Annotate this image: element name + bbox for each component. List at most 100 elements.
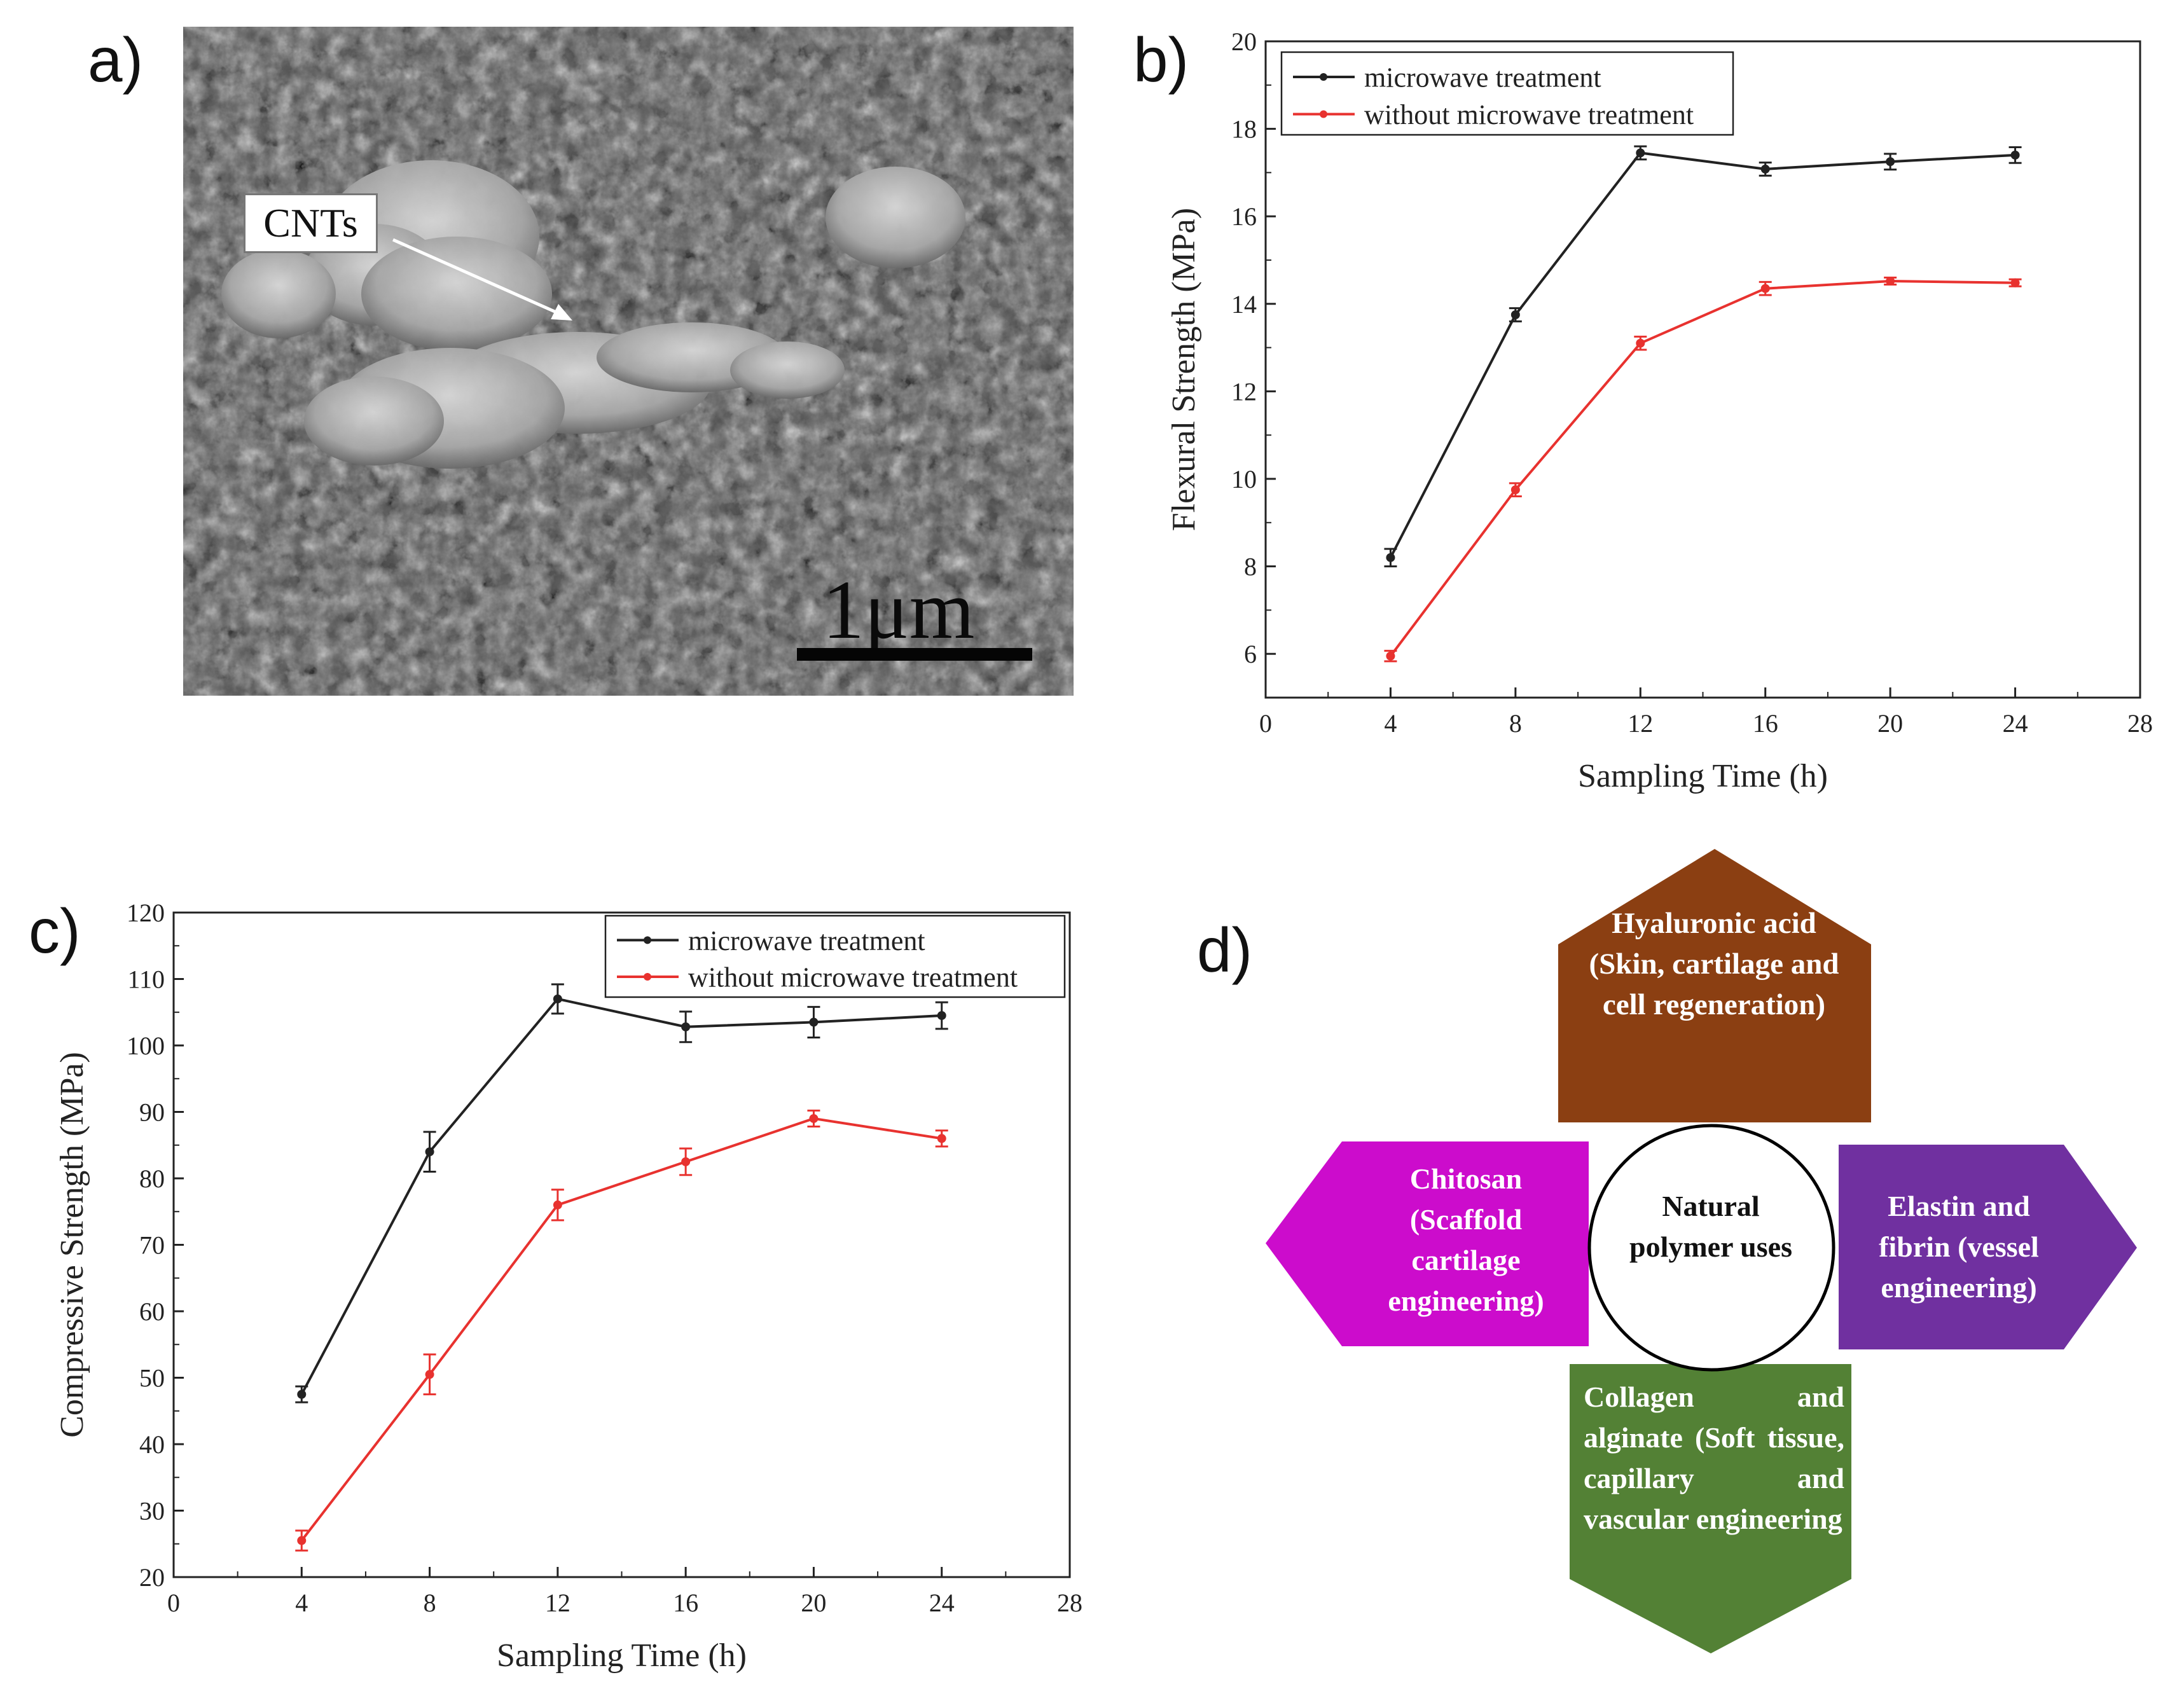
y-tick-label: 8 (1244, 553, 1257, 581)
x-tick-label: 4 (295, 1589, 308, 1617)
legend-box (604, 914, 1066, 998)
legend: microwave treatment without microwave tre… (1280, 51, 1734, 136)
data-point (2010, 150, 2020, 160)
data-point (1510, 485, 1520, 495)
data-point (297, 1536, 307, 1545)
panel-label-a: a) (88, 25, 144, 95)
elastin-fibrin-shape (1839, 1145, 2137, 1349)
collagen-alginate-text: Collagen and alginate (Soft tissue, capi… (1584, 1381, 1844, 1535)
panel-label-d: d) (1197, 915, 1253, 985)
elastin-fibrin-text: Elastin and fibrin (vessel engineering) (1879, 1190, 2039, 1304)
x-tick-label: 20 (801, 1589, 826, 1617)
cnt-annotation-label: CNTs (244, 193, 378, 253)
x-tick-label: 16 (673, 1589, 698, 1617)
cnt-arrowhead (551, 304, 572, 321)
y-axis-label: Flexural Strength (MPa) (1166, 208, 1202, 531)
y-tick-label: 30 (139, 1497, 165, 1526)
y-tick-label: 60 (139, 1297, 165, 1326)
x-tick-label: 24 (929, 1589, 955, 1617)
y-tick-label: 90 (139, 1098, 165, 1127)
natural-polymer-diagram: Hyaluronic acid (Skin, cartilage and cel… (1266, 849, 2143, 1663)
data-point (425, 1147, 434, 1157)
series-microwave (295, 983, 948, 1403)
data-point (1386, 651, 1395, 661)
chart-compressive-strength: 0 4 8 12 16 20 24 28 20 30 40 50 60 70 80 90 100 110 120 Sa… (38, 890, 1094, 1698)
center-text: Natural polymer uses (1629, 1190, 1792, 1263)
data-point (1386, 553, 1395, 562)
y-tick-label: 6 (1244, 640, 1257, 668)
legend-entry: microwave treatment (1364, 62, 1601, 93)
series-line (300, 1117, 943, 1541)
y-tick-label: 10 (1231, 465, 1257, 493)
panel-label-b: b) (1133, 25, 1189, 95)
x-axis-label: Sampling Time (h) (497, 1638, 747, 1674)
x-tick-label: 20 (1877, 709, 1903, 738)
legend-entry: without microwave treatment (1364, 99, 1694, 130)
chitosan-text: Chitosan (Scaffold cartilage engineering… (1388, 1162, 1544, 1317)
x-tick-label: 0 (167, 1589, 180, 1617)
data-point (1760, 164, 1770, 174)
hyaluronic-acid-text: Hyaluronic acid (Skin, cartilage and cel… (1589, 907, 1839, 1021)
data-point (1886, 277, 1895, 286)
y-tick-label: 40 (139, 1430, 165, 1459)
x-tick-label: 8 (1509, 709, 1522, 738)
x-tick-label: 28 (2127, 709, 2153, 738)
x-axis-label: Sampling Time (h) (1578, 758, 1828, 794)
legend-entry: without microwave treatment (688, 962, 1018, 993)
data-point (1636, 338, 1645, 348)
y-axis-label: Compressive Strength (MPa) (54, 1052, 90, 1438)
y-tick-label: 120 (127, 899, 165, 927)
data-point (1886, 157, 1895, 167)
x-tick-label: 28 (1057, 1589, 1082, 1617)
series-microwave (1384, 145, 2022, 568)
data-point (553, 994, 562, 1003)
data-point (681, 1157, 691, 1166)
chitosan-shape (1266, 1141, 1589, 1346)
y-tick-label: 16 (1231, 202, 1257, 231)
x-tick-label: 16 (1753, 709, 1778, 738)
legend: microwave treatment without microwave tre… (604, 914, 1066, 998)
series-line (1389, 151, 2015, 558)
legend-box (1280, 51, 1734, 136)
hyaluronic-acid-shape (1558, 849, 1871, 1122)
legend-entry: microwave treatment (688, 925, 925, 956)
series-without-microwave (1384, 277, 2022, 663)
chart-c-svg: 0 4 8 12 16 20 24 28 20 30 40 50 60 70 80 90 100 110 120 Sa… (54, 899, 1082, 1674)
y-tick-label: 12 (1231, 377, 1257, 406)
cnt-arrow (392, 238, 566, 318)
x-tick-label: 12 (1628, 709, 1653, 738)
y-tick-label: 80 (139, 1164, 165, 1193)
y-tick-label: 110 (127, 965, 165, 994)
y-tick-label: 50 (139, 1364, 165, 1393)
diagram-shapes (1266, 849, 2137, 1653)
data-point (681, 1022, 691, 1031)
data-point (1510, 310, 1520, 319)
y-tick-label: 70 (139, 1231, 165, 1260)
y-tick-label: 20 (139, 1563, 165, 1592)
data-point (297, 1389, 307, 1399)
data-point (2010, 278, 2020, 287)
x-tick-label: 8 (424, 1589, 436, 1617)
scale-bar (797, 648, 1032, 661)
legend-marker (644, 936, 651, 944)
center-circle (1587, 1124, 1835, 1372)
y-tick-label: 18 (1231, 115, 1257, 144)
data-point (809, 1017, 819, 1027)
data-point (553, 1200, 562, 1210)
chart-b-svg: 0 4 8 12 16 20 24 28 6 8 10 12 14 16 18 20 Sampling Time… (1166, 27, 2153, 794)
sem-micrograph: CNTs 1μm (183, 27, 1074, 696)
data-point (937, 1134, 946, 1143)
collagen-alginate-shape (1570, 1364, 1851, 1653)
series-without-microwave (295, 1109, 948, 1552)
panel-label-c: c) (29, 896, 81, 966)
x-tick-label: 0 (1259, 709, 1272, 738)
y-tick-label: 20 (1231, 27, 1257, 56)
plot-frame (1264, 40, 2141, 699)
legend-marker (1320, 110, 1327, 118)
scale-bar-label: 1μm (822, 563, 975, 656)
legend-marker (644, 973, 651, 981)
legend-marker (1320, 73, 1327, 81)
data-point (937, 1010, 946, 1020)
series-line (300, 997, 942, 1395)
data-point (1636, 148, 1645, 158)
